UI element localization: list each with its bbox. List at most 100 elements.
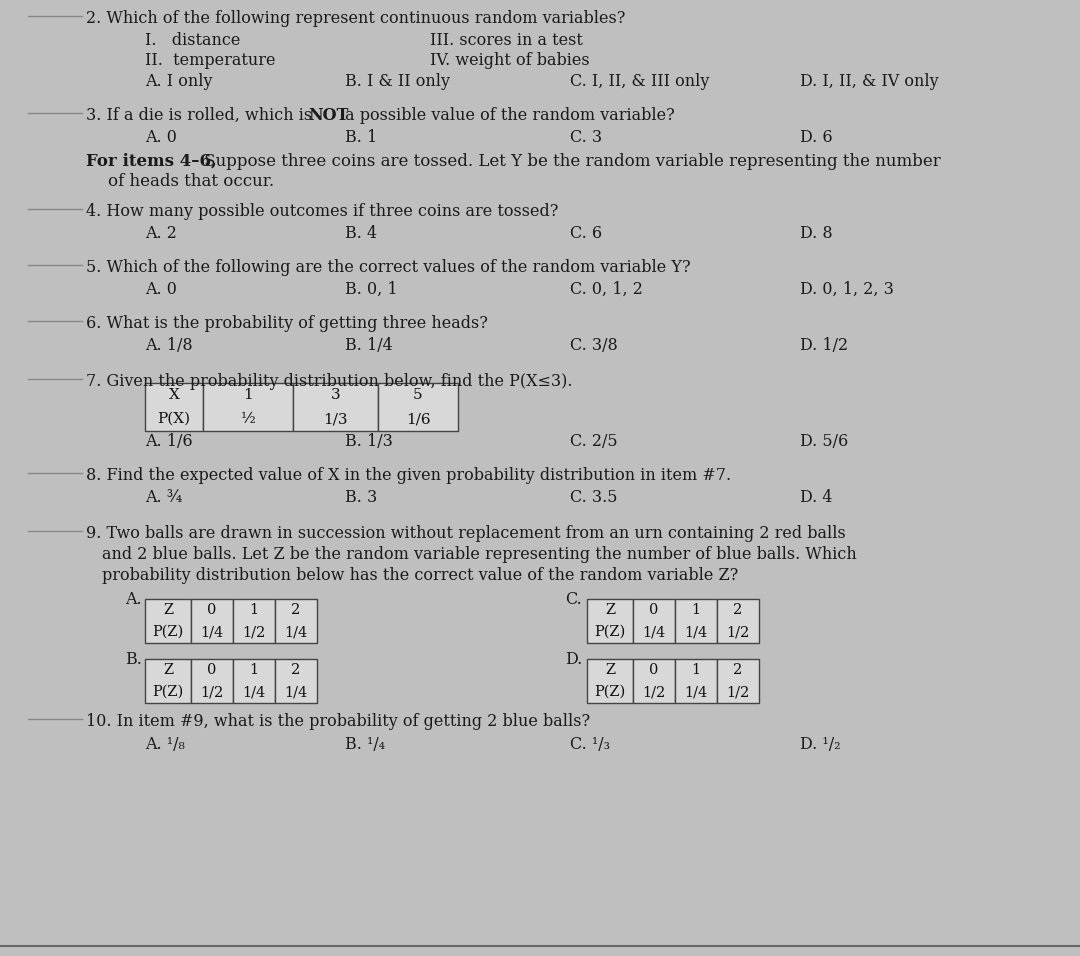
Bar	[293, 383, 378, 431]
Text: A.: A.	[125, 591, 141, 608]
Text: 1: 1	[249, 663, 258, 677]
Text: 1/3: 1/3	[323, 412, 348, 426]
Text: C. ¹/₃: C. ¹/₃	[570, 736, 610, 753]
Text: 2: 2	[292, 663, 300, 677]
Text: 1/4: 1/4	[284, 625, 308, 639]
Bar	[588, 659, 633, 703]
Text: 1: 1	[249, 603, 258, 617]
Text: C. I, II, & III only: C. I, II, & III only	[570, 73, 710, 90]
Text: 1/2: 1/2	[201, 685, 224, 699]
Text: 2: 2	[733, 663, 743, 677]
Text: 1: 1	[243, 388, 253, 402]
Bar	[233, 659, 275, 703]
Bar	[633, 659, 675, 703]
Text: II.  temperature: II. temperature	[145, 52, 275, 69]
Text: 2. Which of the following represent continuous random variables?: 2. Which of the following represent cont…	[86, 10, 625, 27]
Text: B. 4: B. 4	[345, 225, 377, 242]
Text: D. 4: D. 4	[800, 489, 833, 506]
Text: A. 2: A. 2	[145, 225, 177, 242]
Text: 2: 2	[292, 603, 300, 617]
Text: 1/2: 1/2	[727, 685, 750, 699]
Text: 0: 0	[207, 603, 217, 617]
Bar	[675, 599, 717, 643]
Bar	[675, 659, 717, 703]
Text: 1/4: 1/4	[643, 625, 665, 639]
Text: 3. If a die is rolled, which is: 3. If a die is rolled, which is	[86, 107, 318, 124]
Text: 1/4: 1/4	[201, 625, 224, 639]
Text: C. 2/5: C. 2/5	[570, 433, 618, 450]
Text: 1/2: 1/2	[643, 685, 665, 699]
Text: IV. weight of babies: IV. weight of babies	[430, 52, 590, 69]
Text: 1/4: 1/4	[685, 685, 707, 699]
Text: A. ¹/₈: A. ¹/₈	[145, 736, 185, 753]
Text: 2: 2	[733, 603, 743, 617]
Text: Z: Z	[163, 603, 173, 617]
Text: 1/2: 1/2	[727, 625, 750, 639]
Text: D. 6: D. 6	[800, 129, 833, 146]
Text: D. 0, 1, 2, 3: D. 0, 1, 2, 3	[800, 281, 894, 298]
Text: P(Z): P(Z)	[152, 685, 184, 699]
Text: 1/4: 1/4	[242, 685, 266, 699]
Text: 9. Two balls are drawn in succession without replacement from an urn containing : 9. Two balls are drawn in succession wit…	[86, 525, 846, 542]
Text: Z: Z	[163, 663, 173, 677]
Text: 1: 1	[691, 663, 701, 677]
Text: C. 3/8: C. 3/8	[570, 337, 618, 354]
Text: B.: B.	[125, 651, 141, 668]
Bar	[633, 599, 675, 643]
Bar	[145, 659, 191, 703]
Text: C. 3: C. 3	[570, 129, 603, 146]
Text: of heads that occur.: of heads that occur.	[108, 173, 274, 190]
Text: NOT: NOT	[308, 107, 349, 124]
Text: Z: Z	[605, 663, 616, 677]
Text: Suppose three coins are tossed. Let Y be the random variable representing the nu: Suppose three coins are tossed. Let Y be…	[199, 153, 941, 170]
Text: B. 0, 1: B. 0, 1	[345, 281, 397, 298]
Text: a possible value of the random variable?: a possible value of the random variable?	[340, 107, 675, 124]
Text: 4. How many possible outcomes if three coins are tossed?: 4. How many possible outcomes if three c…	[86, 203, 558, 220]
Text: P(Z): P(Z)	[152, 625, 184, 639]
Text: A. 1/6: A. 1/6	[145, 433, 192, 450]
Text: 0: 0	[649, 663, 659, 677]
Bar	[191, 659, 233, 703]
Text: 1: 1	[691, 603, 701, 617]
Bar	[145, 383, 203, 431]
Text: C. 0, 1, 2: C. 0, 1, 2	[570, 281, 643, 298]
Text: P(Z): P(Z)	[594, 625, 625, 639]
Text: A. ¾: A. ¾	[145, 489, 183, 506]
Text: D. 1/2: D. 1/2	[800, 337, 848, 354]
Text: 0: 0	[207, 663, 217, 677]
Text: and 2 blue balls. Let Z be the random variable representing the number of blue b: and 2 blue balls. Let Z be the random va…	[102, 546, 856, 563]
Text: B. ¹/₄: B. ¹/₄	[345, 736, 386, 753]
Text: B. 1/3: B. 1/3	[345, 433, 393, 450]
Text: C. 6: C. 6	[570, 225, 603, 242]
Bar	[378, 383, 458, 431]
Bar	[191, 599, 233, 643]
Text: A. 0: A. 0	[145, 129, 177, 146]
Text: 0: 0	[649, 603, 659, 617]
Text: C. 3.5: C. 3.5	[570, 489, 618, 506]
Bar	[233, 599, 275, 643]
Text: X: X	[168, 388, 179, 402]
Text: 6. What is the probability of getting three heads?: 6. What is the probability of getting th…	[86, 315, 488, 332]
Text: 10. In item #9, what is the probability of getting 2 blue balls?: 10. In item #9, what is the probability …	[86, 713, 590, 730]
Text: 1/2: 1/2	[242, 625, 266, 639]
Text: P(Z): P(Z)	[594, 685, 625, 699]
Text: D. 5/6: D. 5/6	[800, 433, 848, 450]
Text: A. 0: A. 0	[145, 281, 177, 298]
Text: 3: 3	[330, 388, 340, 402]
Text: D. ¹/₂: D. ¹/₂	[800, 736, 840, 753]
Text: 1/6: 1/6	[406, 412, 430, 426]
Bar	[588, 599, 633, 643]
Text: 5. Which of the following are the correct values of the random variable Y?: 5. Which of the following are the correc…	[86, 259, 690, 276]
Text: 8. Find the expected value of X in the given probability distribution in item #7: 8. Find the expected value of X in the g…	[86, 467, 731, 484]
Text: A. 1/8: A. 1/8	[145, 337, 192, 354]
Bar	[717, 659, 759, 703]
Bar	[275, 599, 318, 643]
Text: B. 3: B. 3	[345, 489, 377, 506]
Text: B. 1/4: B. 1/4	[345, 337, 393, 354]
Text: C.: C.	[565, 591, 582, 608]
Text: 7. Given the probability distribution below, find the P(X≤3).: 7. Given the probability distribution be…	[86, 373, 572, 390]
Bar	[145, 599, 191, 643]
Text: B. I & II only: B. I & II only	[345, 73, 450, 90]
Bar	[203, 383, 293, 431]
Text: I.   distance: I. distance	[145, 32, 241, 49]
